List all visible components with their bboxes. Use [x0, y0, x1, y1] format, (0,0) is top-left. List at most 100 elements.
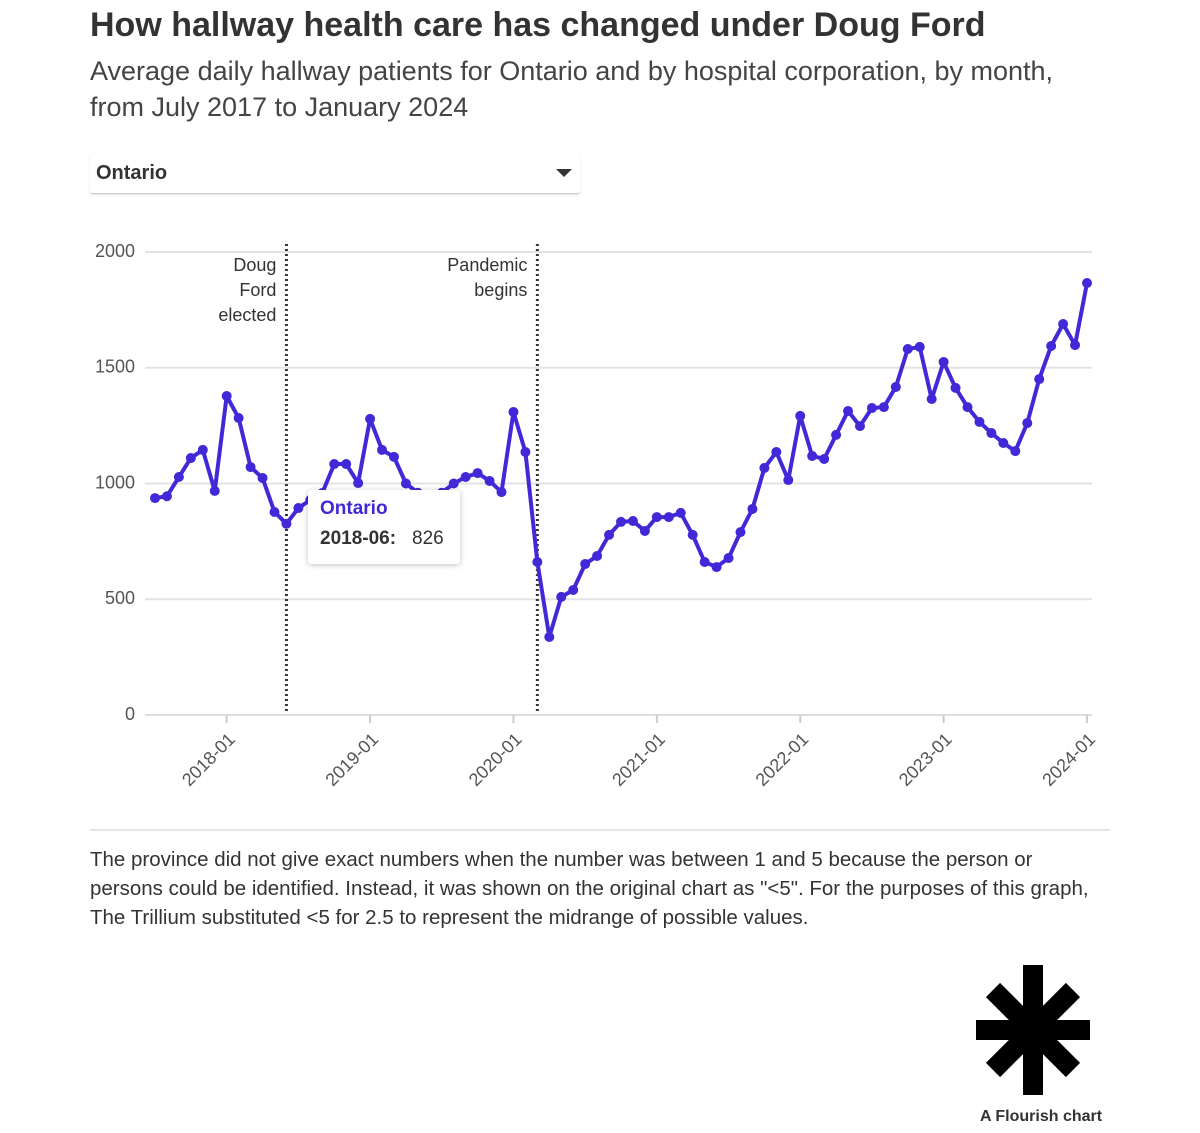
point: [1034, 374, 1045, 385]
annotation-label: Doug Ford elected: [218, 255, 277, 325]
point: [699, 556, 710, 567]
credit: A Flourish chart: [980, 1108, 1103, 1125]
annotation-label: Pandemic begins: [447, 255, 528, 300]
point: [209, 485, 220, 496]
y-tick-label: 2000: [95, 241, 135, 261]
point: [651, 512, 662, 523]
point: [484, 475, 495, 486]
point: [388, 451, 399, 462]
flourish-logo: [976, 965, 1090, 1095]
point: [890, 381, 901, 392]
point: [962, 402, 973, 413]
point: [974, 416, 985, 427]
point: [723, 553, 734, 564]
point: [711, 562, 722, 573]
x-tick-label: 2024-01: [1038, 729, 1099, 790]
point: [1010, 446, 1021, 457]
point: [771, 447, 782, 458]
point: [568, 584, 579, 595]
point: [926, 394, 937, 405]
point: [831, 429, 842, 440]
point: [197, 444, 208, 455]
point: [687, 529, 698, 540]
point: [878, 402, 889, 413]
region-dropdown[interactable]: Ontario: [90, 153, 580, 194]
point: [269, 506, 280, 517]
subtitle: Average daily hallway patients for Ontar…: [90, 56, 1054, 122]
point: [783, 475, 794, 486]
point: [866, 403, 877, 414]
x-tick-label: 2018-01: [178, 729, 239, 790]
point: [508, 406, 519, 417]
point: [950, 382, 961, 393]
point: [221, 390, 232, 401]
point: [245, 462, 256, 473]
point: [747, 503, 758, 514]
point: [998, 437, 1009, 448]
tooltip-label: 2018-06:: [320, 528, 397, 549]
point: [161, 491, 172, 502]
point: [185, 453, 196, 464]
point: [544, 631, 555, 642]
tooltip-series: Ontario: [320, 498, 388, 519]
point: [233, 412, 244, 423]
tooltip: Ontario 2018-06: 826: [308, 490, 460, 564]
point: [400, 478, 411, 489]
x-tick-label: 2019-01: [321, 729, 382, 790]
point: [807, 450, 818, 461]
point: [592, 550, 603, 561]
footnote: The province did not give exact numbers …: [90, 848, 1089, 929]
point: [472, 468, 483, 479]
point: [448, 478, 459, 489]
y-tick-label: 0: [125, 704, 135, 724]
dropdown-label: Ontario: [96, 162, 168, 184]
point: [365, 413, 376, 424]
point: [150, 493, 160, 504]
point: [663, 512, 674, 523]
tooltip-value: 826: [412, 528, 444, 549]
point: [173, 472, 184, 483]
point: [914, 341, 925, 352]
point: [1058, 318, 1069, 329]
point: [616, 516, 626, 527]
point: [759, 462, 770, 473]
point: [341, 459, 352, 470]
point: [735, 527, 746, 538]
y-tick-label: 1000: [95, 472, 135, 492]
point: [377, 444, 388, 455]
point: [902, 343, 913, 354]
point: [938, 356, 949, 367]
point: [520, 447, 531, 458]
point: [843, 406, 854, 417]
point: [795, 410, 806, 421]
point: [675, 507, 686, 518]
point: [329, 459, 340, 470]
x-tick-label: 2021-01: [608, 729, 669, 790]
point: [854, 421, 865, 432]
point: [293, 503, 304, 514]
line: [154, 282, 1089, 639]
y-tick-label: 500: [105, 588, 135, 608]
point: [1070, 340, 1081, 351]
x-tick-label: 2023-01: [895, 729, 956, 790]
dropdown-arrow: [556, 169, 572, 177]
y-tick-label: 1500: [95, 357, 135, 377]
point: [532, 556, 543, 567]
point: [819, 453, 830, 464]
title: How hallway health care has changed unde…: [90, 6, 986, 44]
point: [580, 559, 591, 570]
point: [639, 525, 650, 536]
point: [604, 529, 615, 540]
point: [257, 472, 268, 483]
point: [1082, 278, 1092, 289]
point: [281, 518, 292, 529]
point: [496, 487, 507, 498]
x-tick-label: 2022-01: [752, 729, 813, 790]
point: [460, 472, 471, 483]
point: [1046, 340, 1057, 351]
x-tick-label: 2020-01: [465, 729, 526, 790]
point: [353, 478, 364, 489]
point: [986, 428, 997, 439]
point: [627, 516, 638, 527]
